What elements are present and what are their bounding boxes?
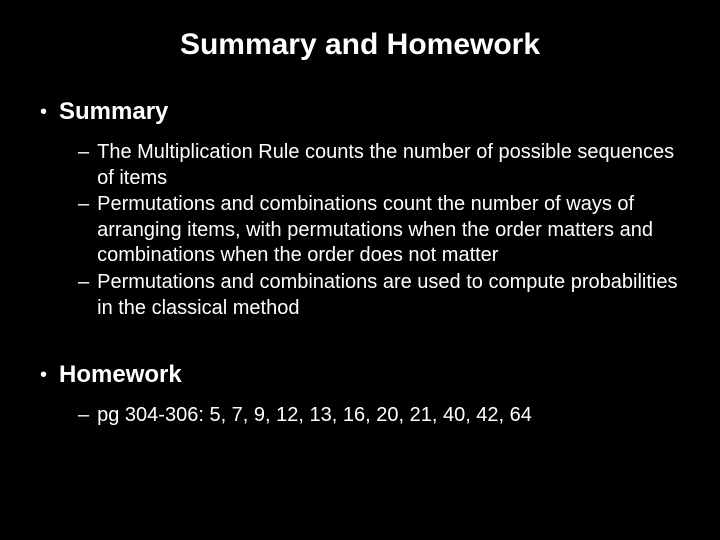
section-homework-heading-row: • Homework (40, 361, 680, 403)
summary-item-text: Permutations and combinations are used t… (97, 270, 680, 321)
summary-sub-list: – The Multiplication Rule counts the num… (78, 140, 680, 321)
slide-title: Summary and Homework (40, 28, 680, 62)
homework-sub-list: – pg 304-306: 5, 7, 9, 12, 13, 16, 20, 2… (78, 403, 680, 429)
bullet-dot-icon: • (40, 361, 47, 389)
dash-icon: – (78, 140, 89, 166)
summary-item-text: The Multiplication Rule counts the numbe… (97, 140, 680, 191)
dash-icon: – (78, 403, 89, 429)
section-heading-homework: Homework (59, 361, 182, 389)
homework-item-text: pg 304-306: 5, 7, 9, 12, 13, 16, 20, 21,… (97, 403, 680, 429)
bullet-dot-icon: • (40, 98, 47, 126)
summary-item-text: Permutations and combinations count the … (97, 192, 680, 269)
list-item: – Permutations and combinations are used… (78, 270, 680, 321)
dash-icon: – (78, 192, 89, 218)
section-summary-heading-row: • Summary (40, 98, 680, 140)
list-item: – Permutations and combinations count th… (78, 192, 680, 269)
list-item: – The Multiplication Rule counts the num… (78, 140, 680, 191)
list-item: – pg 304-306: 5, 7, 9, 12, 13, 16, 20, 2… (78, 403, 680, 429)
slide-container: Summary and Homework • Summary – The Mul… (0, 0, 720, 540)
section-heading-summary: Summary (59, 98, 168, 126)
dash-icon: – (78, 270, 89, 296)
